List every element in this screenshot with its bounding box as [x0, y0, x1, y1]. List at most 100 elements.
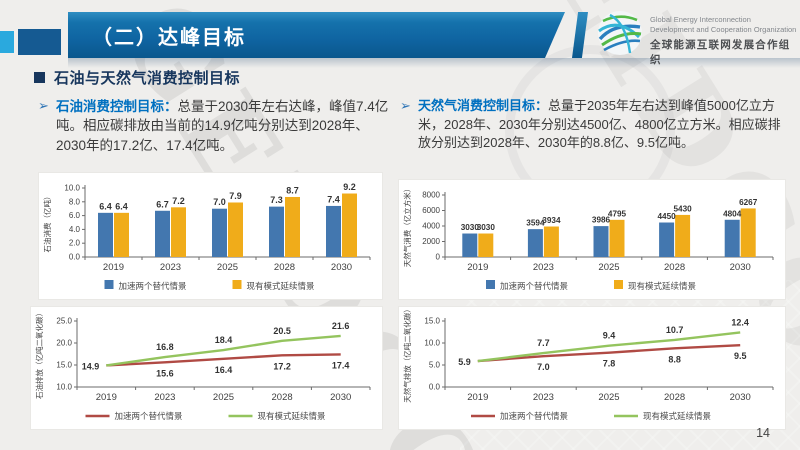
svg-text:4450: 4450 — [657, 212, 676, 221]
svg-text:7.0: 7.0 — [213, 197, 226, 207]
svg-text:2025: 2025 — [217, 262, 238, 273]
svg-text:2000: 2000 — [422, 237, 440, 246]
gas-target-body: 总量于2035年左右达到峰值5000亿立方米，2028年、2030年分别达450… — [418, 98, 781, 151]
svg-text:2019: 2019 — [467, 262, 488, 273]
svg-text:25.0: 25.0 — [56, 317, 72, 326]
svg-text:2023: 2023 — [533, 392, 554, 403]
arrow-bullet-icon: ➢ — [400, 98, 411, 113]
svg-text:8000: 8000 — [422, 191, 440, 200]
svg-text:9.4: 9.4 — [603, 331, 616, 341]
svg-text:2025: 2025 — [213, 392, 234, 403]
svg-text:6000: 6000 — [422, 206, 440, 215]
svg-text:5430: 5430 — [673, 204, 692, 213]
svg-text:17.2: 17.2 — [273, 361, 291, 371]
svg-text:现有模式延续情景: 现有模式延续情景 — [628, 281, 696, 291]
svg-text:天然气排放（亿吨二氧化碳）: 天然气排放（亿吨二氧化碳） — [402, 307, 412, 403]
svg-text:16.4: 16.4 — [215, 365, 233, 375]
svg-text:加速两个替代情景: 加速两个替代情景 — [500, 411, 568, 421]
svg-text:2023: 2023 — [160, 262, 181, 273]
svg-text:2030: 2030 — [730, 262, 751, 273]
svg-text:9.2: 9.2 — [343, 182, 356, 192]
svg-text:17.4: 17.4 — [332, 360, 350, 370]
svg-text:石油排放（亿吨二氧化碳）: 石油排放（亿吨二氧化碳） — [34, 309, 44, 399]
gas-emissions-line-chart: 0.0 5.0 10.0 15.0 2019 2023 2025 2028 2030 天然气排放（… — [398, 306, 786, 430]
page-number: 14 — [756, 426, 770, 440]
svg-text:加速两个替代情景: 加速两个替代情景 — [500, 281, 568, 291]
svg-text:6.4: 6.4 — [115, 201, 128, 211]
svg-text:2023: 2023 — [533, 262, 554, 273]
gas-consumption-bar-chart: 0 2000 4000 6000 8000 2019 2023 2025 2028 2030 天然气… — [398, 179, 786, 300]
svg-text:2.0: 2.0 — [69, 239, 81, 248]
svg-text:2030: 2030 — [730, 392, 751, 403]
oil-emissions-line-chart: 10.0 15.0 20.0 25.0 2019 2023 2025 2028 2030 石油排放… — [30, 306, 383, 430]
svg-text:2030: 2030 — [331, 262, 352, 273]
svg-text:3030: 3030 — [461, 223, 480, 232]
svg-text:7.7: 7.7 — [537, 338, 550, 348]
svg-text:10.0: 10.0 — [424, 339, 440, 348]
svg-text:8.0: 8.0 — [69, 197, 81, 206]
svg-text:5.0: 5.0 — [429, 361, 441, 370]
svg-text:2019: 2019 — [467, 392, 488, 403]
oil-target-body: 总量于2030年左右达峰，峰值7.4亿吨。相应碳排放由当前的14.9亿吨分别达到… — [56, 99, 389, 153]
svg-text:6.4: 6.4 — [99, 201, 112, 211]
svg-text:8.8: 8.8 — [668, 354, 681, 364]
svg-text:0: 0 — [436, 253, 441, 262]
svg-text:5.9: 5.9 — [458, 357, 471, 367]
svg-text:加速两个替代情景: 加速两个替代情景 — [119, 281, 187, 291]
slide-title: （二）达峰目标 — [92, 26, 246, 49]
svg-text:2028: 2028 — [272, 392, 293, 403]
svg-text:6.7: 6.7 — [156, 199, 169, 209]
svg-text:2025: 2025 — [598, 392, 619, 403]
svg-text:10.7: 10.7 — [666, 325, 684, 335]
svg-text:2030: 2030 — [330, 392, 351, 403]
svg-text:6267: 6267 — [739, 198, 758, 207]
svg-text:3934: 3934 — [542, 216, 561, 225]
svg-text:15.6: 15.6 — [156, 368, 174, 378]
svg-text:16.8: 16.8 — [156, 342, 174, 352]
svg-text:加速两个替代情景: 加速两个替代情景 — [115, 411, 183, 421]
svg-text:0.0: 0.0 — [429, 383, 441, 392]
svg-text:现有模式延续情景: 现有模式延续情景 — [247, 281, 315, 291]
oil-target-paragraph: ➢ 石油消费控制目标：总量于2030年左右达峰，峰值7.4亿吨。相应碳排放由当前的… — [38, 97, 390, 155]
svg-text:2023: 2023 — [154, 392, 175, 403]
svg-text:2025: 2025 — [598, 262, 619, 273]
accent-square-light — [0, 31, 14, 53]
svg-text:20.5: 20.5 — [273, 326, 291, 336]
section-title: 石油与天然气消费控制目标 — [54, 70, 241, 87]
svg-text:10.0: 10.0 — [56, 383, 72, 392]
oil-consumption-bar-chart: 0.0 2.0 4.0 6.0 8.0 10.0 2019 2023 2025 2028 2030 石… — [38, 172, 383, 300]
svg-text:3986: 3986 — [592, 216, 611, 225]
svg-text:2028: 2028 — [274, 262, 295, 273]
svg-text:4804: 4804 — [723, 209, 742, 218]
svg-text:现有模式延续情景: 现有模式延续情景 — [258, 411, 326, 421]
svg-text:0.0: 0.0 — [69, 253, 81, 262]
svg-text:石油消费（亿吨）: 石油消费（亿吨） — [42, 193, 52, 253]
svg-text:18.4: 18.4 — [215, 335, 233, 345]
arrow-bullet-icon: ➢ — [38, 98, 49, 113]
oil-target-lead: 石油消费控制目标： — [56, 99, 178, 114]
geidco-globe-icon — [598, 11, 642, 55]
svg-text:7.2: 7.2 — [172, 196, 185, 206]
accent-square-dark — [18, 29, 61, 55]
svg-text:15.0: 15.0 — [424, 317, 440, 326]
section-heading: 石油与天然气消费控制目标 — [34, 67, 240, 88]
header-shadow — [68, 58, 800, 68]
svg-text:7.0: 7.0 — [537, 362, 550, 372]
gas-target-lead: 天然气消费控制目标： — [418, 98, 549, 113]
organization-name: Global Energy Interconnection Developmen… — [650, 15, 800, 67]
header-banner: （二）达峰目标 — [68, 12, 565, 58]
svg-text:2019: 2019 — [96, 392, 117, 403]
svg-text:7.9: 7.9 — [229, 191, 242, 201]
svg-text:4000: 4000 — [422, 222, 440, 231]
org-name-en-line1: Global Energy Interconnection — [650, 15, 751, 24]
svg-text:3030: 3030 — [477, 223, 496, 232]
svg-text:7.3: 7.3 — [270, 195, 283, 205]
svg-text:2028: 2028 — [664, 392, 685, 403]
svg-text:21.6: 21.6 — [332, 321, 350, 331]
svg-text:4.0: 4.0 — [69, 225, 81, 234]
svg-text:10.0: 10.0 — [64, 184, 80, 193]
svg-text:14.9: 14.9 — [82, 361, 100, 371]
banner-diagonal-stripe — [572, 12, 588, 58]
svg-text:8.7: 8.7 — [286, 185, 299, 195]
